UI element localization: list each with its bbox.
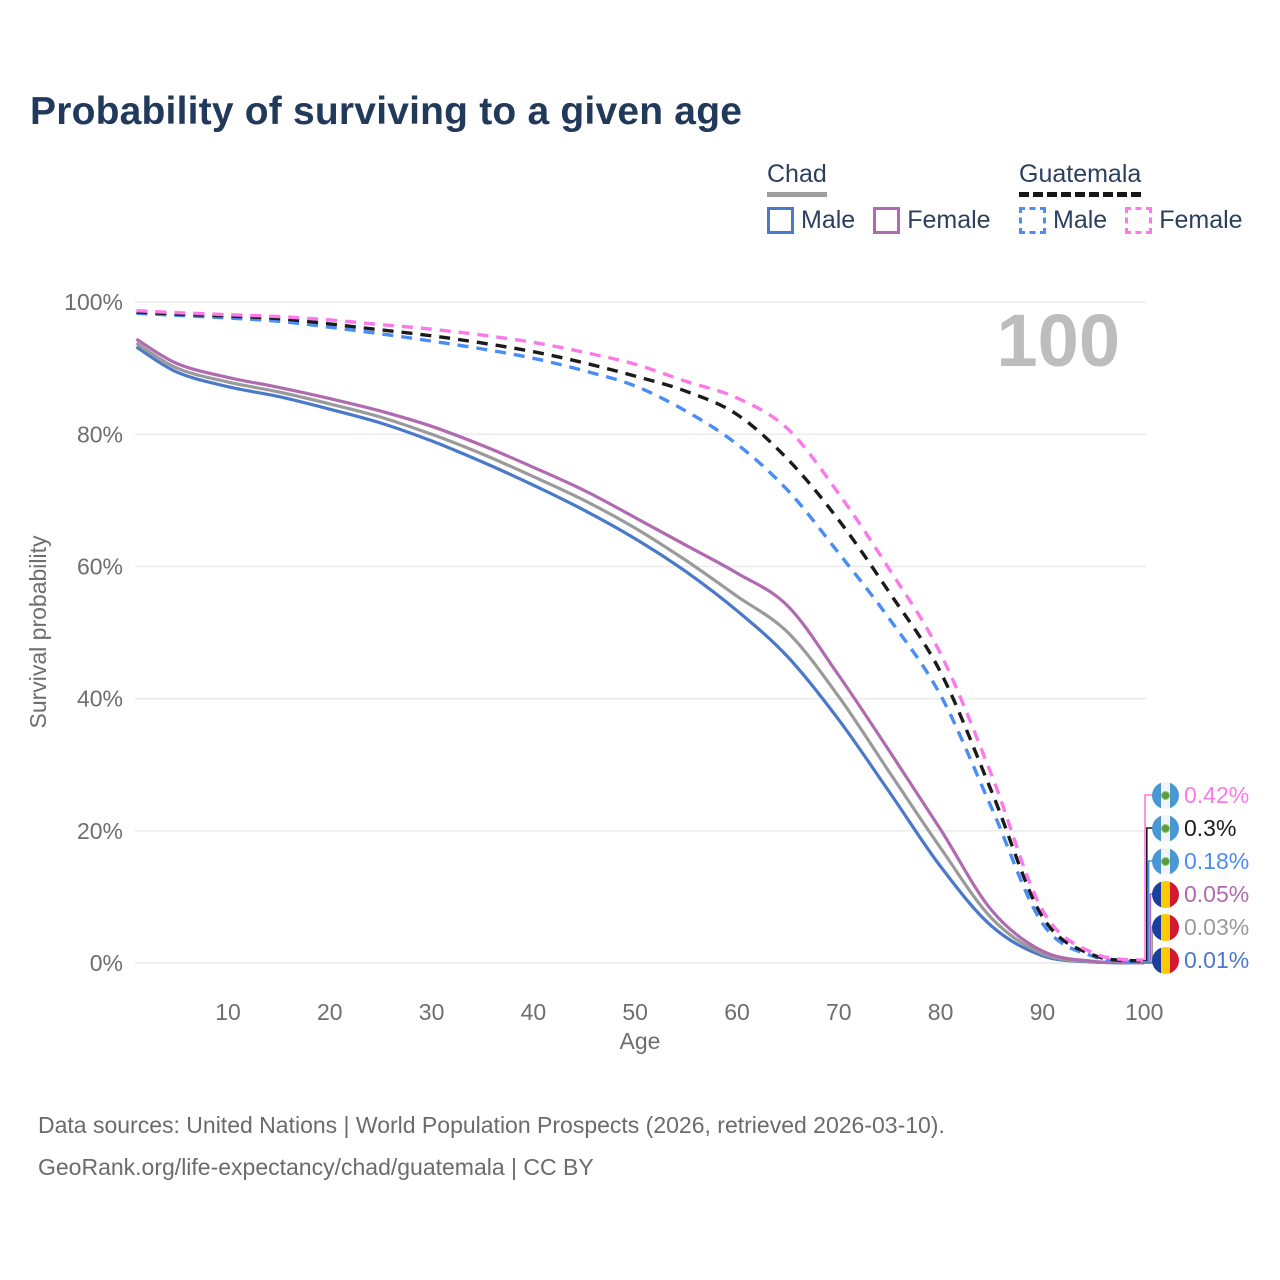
x-tick-label: 70: [826, 999, 852, 1025]
end-label-value: 0.03%: [1184, 914, 1250, 940]
footer-link: GeoRank.org/life-expectancy/chad/guatema…: [38, 1154, 594, 1180]
legend-header-guatemala: Guatemala: [1019, 160, 1142, 197]
x-tick-label: 60: [724, 999, 750, 1025]
quetzal-emblem-icon: [1161, 857, 1170, 866]
series-line-guatemala-all-: [136, 310, 1145, 963]
series-line-chad-female: [135, 337, 1145, 965]
quetzal-emblem-icon: [1161, 791, 1170, 800]
guatemala-flag-icon: [1152, 782, 1179, 809]
legend-header-chad: Chad: [767, 160, 827, 197]
legend-item-chad-female[interactable]: Female: [873, 206, 991, 235]
page-title: Probability of surviving to a given age: [30, 90, 743, 133]
legend-swatch-guatemala-female: [1125, 207, 1153, 234]
x-axis-title: Age: [620, 1028, 661, 1054]
series-line-chad-male: [135, 345, 1145, 965]
end-label-value: 0.42%: [1184, 782, 1250, 808]
x-tick-label: 40: [521, 999, 547, 1025]
age-watermark: 100: [997, 299, 1120, 382]
series-line-guatemala-male: [136, 311, 1145, 964]
legend-item-guatemala-male[interactable]: Male: [1019, 206, 1107, 235]
legend-swatch-guatemala-male: [1019, 207, 1046, 234]
y-tick-label: 60%: [77, 553, 123, 579]
y-axis-title: Survival probability: [25, 535, 51, 729]
end-label-value: 0.05%: [1184, 881, 1250, 907]
legend-swatch-chad-female: [873, 207, 901, 234]
series-line-guatemala-female: [136, 309, 1145, 962]
end-label-value: 0.18%: [1184, 848, 1250, 874]
y-tick-label: 40%: [77, 686, 123, 712]
end-label-row: 0.01%: [1152, 944, 1249, 977]
y-tick-label: 80%: [77, 421, 123, 447]
end-label-row: 0.3%: [1152, 812, 1249, 845]
chad-flag-icon: [1152, 914, 1179, 941]
end-label-row: 0.03%: [1152, 911, 1249, 944]
footer-sources: Data sources: United Nations | World Pop…: [38, 1112, 945, 1138]
end-labels: 0.42% 0.3% 0.18% 0.05% 0.03% 0.01%: [1152, 779, 1249, 977]
end-label-row: 0.05%: [1152, 878, 1249, 911]
legend-group-guatemala: Guatemala Male Female: [1019, 160, 1261, 235]
end-label-value: 0.3%: [1184, 815, 1237, 841]
series-line-chad-all-: [135, 341, 1145, 965]
legend-swatch-chad-male: [767, 207, 794, 234]
x-tick-label: 80: [928, 999, 954, 1025]
legend-label-guatemala-female: Female: [1159, 206, 1243, 234]
legend-item-guatemala-female[interactable]: Female: [1125, 206, 1243, 235]
x-tick-label: 20: [317, 999, 343, 1025]
x-tick-label: 90: [1030, 999, 1056, 1025]
chad-flag-icon: [1152, 947, 1179, 974]
end-label-value: 0.01%: [1184, 947, 1250, 973]
end-label-connector: [1143, 860, 1154, 963]
x-tick-label: 100: [1125, 999, 1163, 1025]
end-label-row: 0.18%: [1152, 845, 1249, 878]
legend-item-chad-male[interactable]: Male: [767, 206, 855, 235]
guatemala-flag-icon: [1152, 815, 1179, 842]
end-label-row: 0.42%: [1152, 779, 1249, 812]
x-tick-label: 10: [215, 999, 241, 1025]
legend-label-chad-male: Male: [801, 206, 856, 234]
y-tick-label: 100%: [64, 289, 123, 315]
x-tick-label: 50: [622, 999, 648, 1025]
x-tick-label: 30: [419, 999, 445, 1025]
y-tick-label: 20%: [77, 818, 123, 844]
footer: Data sources: United Nations | World Pop…: [38, 1104, 945, 1188]
legend-group-chad: Chad Male Female: [767, 160, 1009, 235]
legend-label-guatemala-male: Male: [1053, 206, 1108, 234]
legend-label-chad-female: Female: [907, 206, 991, 234]
chad-flag-icon: [1152, 881, 1179, 908]
y-tick-label: 0%: [90, 950, 123, 976]
guatemala-flag-icon: [1152, 848, 1179, 875]
quetzal-emblem-icon: [1161, 824, 1170, 833]
